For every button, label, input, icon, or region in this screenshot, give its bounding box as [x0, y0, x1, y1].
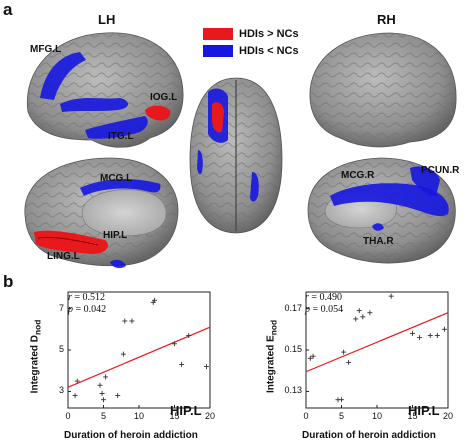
data-point — [122, 318, 128, 324]
x-tick-label: 10 — [372, 411, 382, 421]
stat-p-dnod: p = 0.042 — [68, 304, 107, 315]
rh-label: RH — [377, 12, 396, 27]
legend-label-decrease: HDIs < NCs — [239, 45, 299, 57]
region-label-pcun: PCUN.R — [421, 165, 460, 176]
legend-item-increase: HDIs > NCs — [203, 28, 299, 40]
data-point — [72, 393, 78, 399]
panel-letter-a: a — [3, 0, 13, 19]
scatter-plot-dnod: 0 5 10 15 20 — [65, 291, 215, 421]
regression-line — [67, 326, 211, 388]
y-tick-label: 3 — [58, 385, 64, 396]
data-point — [410, 330, 415, 336]
x-tick-label: 0 — [65, 411, 70, 421]
data-point — [360, 314, 366, 320]
data-point — [341, 349, 347, 355]
brain-figure — [24, 32, 457, 269]
x-tick-label: 5 — [339, 411, 344, 421]
x-tick-label: 15 — [407, 411, 417, 421]
data-point — [172, 341, 177, 347]
data-point — [103, 374, 109, 380]
y-tick-label: 0.17 — [284, 302, 302, 313]
data-point — [74, 378, 80, 384]
legend-swatch-blue — [203, 45, 233, 57]
data-point — [186, 333, 192, 338]
region-label-hip-l: HIP.L — [103, 230, 128, 241]
xlabel-dnod: Duration of heroin addiction — [64, 430, 198, 441]
data-point — [339, 397, 344, 403]
data-point — [179, 362, 185, 367]
x-tick-label: 15 — [169, 411, 179, 421]
stat-r-dnod: r = 0.512 — [68, 292, 106, 303]
data-point — [353, 316, 359, 322]
scatter-plot-enod: 0 5 10 15 20 — [303, 291, 453, 421]
xlabel-enod: Duration of heroin addiction — [302, 430, 436, 441]
data-point — [115, 393, 121, 399]
data-point — [97, 382, 103, 388]
legend-swatch-red — [203, 28, 233, 40]
region-label-itg: ITG.L — [108, 131, 134, 142]
data-point — [307, 355, 313, 361]
data-point — [388, 293, 394, 299]
plot-region-enod: HIP.L — [408, 403, 440, 418]
panel-letter-b: b — [3, 272, 14, 291]
y-tick-label: 0.15 — [284, 344, 302, 354]
data-point — [152, 297, 158, 303]
data-point — [346, 359, 352, 365]
region-label-mfg: MFG.L — [30, 44, 62, 55]
data-point — [356, 308, 362, 314]
data-point — [129, 318, 135, 324]
region-label-mcg-l: MCG.L — [100, 173, 133, 184]
region-label-tha: THA.R — [363, 236, 394, 247]
lh-lateral-brain — [26, 32, 184, 148]
x-tick-label: 5 — [101, 411, 106, 421]
legend-label-increase: HDIs > NCs — [239, 28, 299, 40]
rh-lateral-brain — [309, 32, 457, 148]
x-tick-label: 10 — [134, 411, 144, 421]
lh-medial-brain — [24, 157, 179, 269]
y-tick-label: 0.13 — [284, 385, 302, 396]
region-label-mcg-r: MCG.R — [341, 170, 375, 181]
data-point — [434, 333, 440, 338]
regression-line — [305, 312, 449, 373]
x-tick-label: 0 — [303, 411, 308, 421]
legend-item-decrease: HDIs < NCs — [203, 45, 299, 57]
data-point — [367, 310, 373, 316]
data-point — [203, 364, 209, 370]
x-tick-label: 20 — [443, 411, 453, 421]
data-point — [441, 326, 447, 332]
data-point — [417, 335, 423, 341]
rh-medial-brain — [307, 157, 456, 264]
stat-p-enod: p = 0.054 — [305, 304, 344, 315]
y-tick-label: 5 — [58, 344, 64, 354]
region-label-ling: LING.L — [47, 251, 80, 262]
data-point — [99, 391, 105, 396]
y-tick-label: 7 — [58, 302, 64, 313]
lh-label: LH — [98, 12, 116, 27]
data-point — [101, 397, 106, 403]
stat-r-enod: r = 0.490 — [305, 292, 343, 303]
data-point — [310, 353, 316, 359]
plot-region-dnod: HIP.L — [170, 403, 202, 418]
x-tick-label: 20 — [205, 411, 215, 421]
data-point — [120, 351, 126, 357]
top-view-brain — [189, 77, 283, 234]
data-point — [427, 333, 433, 338]
region-label-iog: IOG.L — [150, 92, 178, 103]
